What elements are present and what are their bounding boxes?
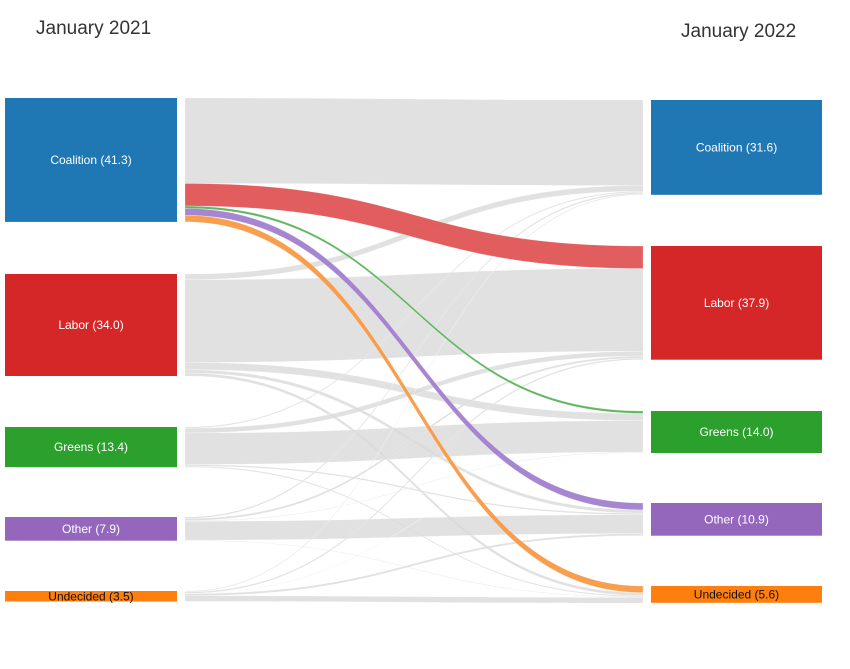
right-node-other xyxy=(651,503,822,536)
right-node-label-undecided: Undecided (5.6) xyxy=(694,587,779,601)
left-node-label-other: Other (7.9) xyxy=(62,522,120,536)
left-node-undecided xyxy=(5,591,177,602)
right-node-label-coalition: Coalition (31.6) xyxy=(696,140,777,154)
flow-undecided-to-undecided xyxy=(184,595,644,604)
left-node-label-greens: Greens (13.4) xyxy=(54,440,128,454)
left-node-other xyxy=(5,517,177,541)
flow-undecided-to-labor xyxy=(184,357,644,594)
right-node-label-labor: Labor (37.9) xyxy=(704,296,769,310)
right-node-coalition xyxy=(651,100,822,195)
flow-undecided-to-greens xyxy=(184,452,644,594)
left-column-title: January 2021 xyxy=(36,18,152,39)
left-node-label-undecided: Undecided (3.5) xyxy=(48,589,133,603)
flow-coalition-to-coalition xyxy=(184,97,644,186)
flow-coalition-to-greens xyxy=(184,205,644,414)
right-node-undecided xyxy=(651,586,822,603)
left-node-label-labor: Labor (34.0) xyxy=(58,318,123,332)
left-node-greens xyxy=(5,427,177,468)
right-node-greens xyxy=(651,411,822,453)
left-node-labor xyxy=(5,274,177,376)
flow-coalition-to-labor xyxy=(184,183,644,269)
flow-coalition-to-undecided xyxy=(184,215,644,593)
left-node-label-coalition: Coalition (41.3) xyxy=(50,153,131,167)
flow-undecided-to-coalition xyxy=(184,193,644,593)
flow-coalition-to-other xyxy=(184,208,644,511)
right-node-label-other: Other (10.9) xyxy=(704,512,769,526)
right-node-label-greens: Greens (14.0) xyxy=(699,425,773,439)
flow-labor-to-labor xyxy=(184,268,644,363)
left-node-coalition xyxy=(5,98,177,222)
right-node-labor xyxy=(651,246,822,360)
right-column-title: January 2022 xyxy=(681,21,797,42)
flow-undecided-to-other xyxy=(184,533,644,597)
